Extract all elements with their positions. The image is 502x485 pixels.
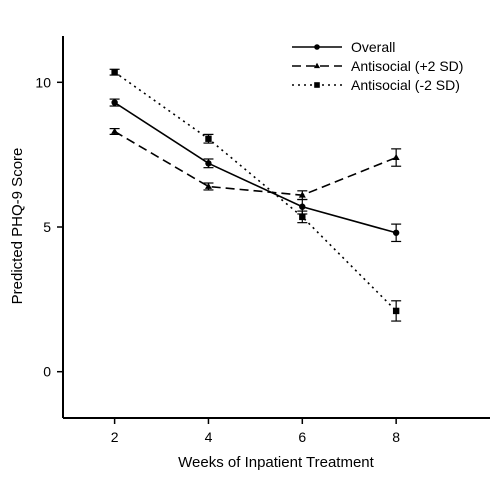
marker-square: [314, 82, 320, 88]
series-line: [114, 130, 397, 196]
marker-square: [205, 135, 212, 142]
marker-triangle: [111, 127, 119, 134]
marker-circle: [205, 160, 212, 167]
series-3: [109, 68, 402, 322]
x-tick-label: 4: [205, 429, 213, 445]
marker-triangle: [298, 191, 306, 198]
legend-item-3: Antisocial (-2 SD): [292, 77, 460, 93]
legend-label: Overall: [351, 39, 395, 55]
marker-square: [392, 307, 400, 315]
y-tick-label: 5: [43, 219, 51, 235]
x-tick-label: 8: [392, 429, 400, 445]
marker-circle: [314, 44, 320, 50]
y-axis-title: Predicted PHQ-9 Score: [9, 148, 26, 305]
marker-triangle: [204, 182, 212, 189]
legend: Overall Antisocial (+2 SD) Antisocial (-2 …: [292, 39, 463, 93]
marker-triangle: [392, 153, 400, 160]
marker-circle: [111, 99, 118, 106]
series-1: [109, 98, 402, 243]
y-tick-label: 10: [35, 74, 51, 90]
marker-triangle: [313, 62, 321, 69]
series-2: [109, 127, 402, 201]
x-tick-label: 2: [111, 429, 119, 445]
marker-square: [299, 213, 306, 221]
y-tick-label: 0: [43, 364, 51, 380]
axes: 2 4 6 8 0 5 10: [35, 36, 490, 445]
legend-item-1: Overall: [292, 39, 395, 55]
x-tick-label: 6: [298, 429, 306, 445]
legend-label: Antisocial (-2 SD): [351, 77, 460, 93]
legend-label: Antisocial (+2 SD): [351, 58, 463, 74]
series-line: [114, 101, 397, 234]
x-axis-title: Weeks of Inpatient Treatment: [178, 454, 374, 471]
marker-circle: [299, 203, 306, 210]
legend-item-2: Antisocial (+2 SD): [292, 58, 463, 74]
marker-circle: [392, 229, 400, 236]
marker-square: [111, 68, 118, 76]
series-layer: [109, 68, 402, 322]
